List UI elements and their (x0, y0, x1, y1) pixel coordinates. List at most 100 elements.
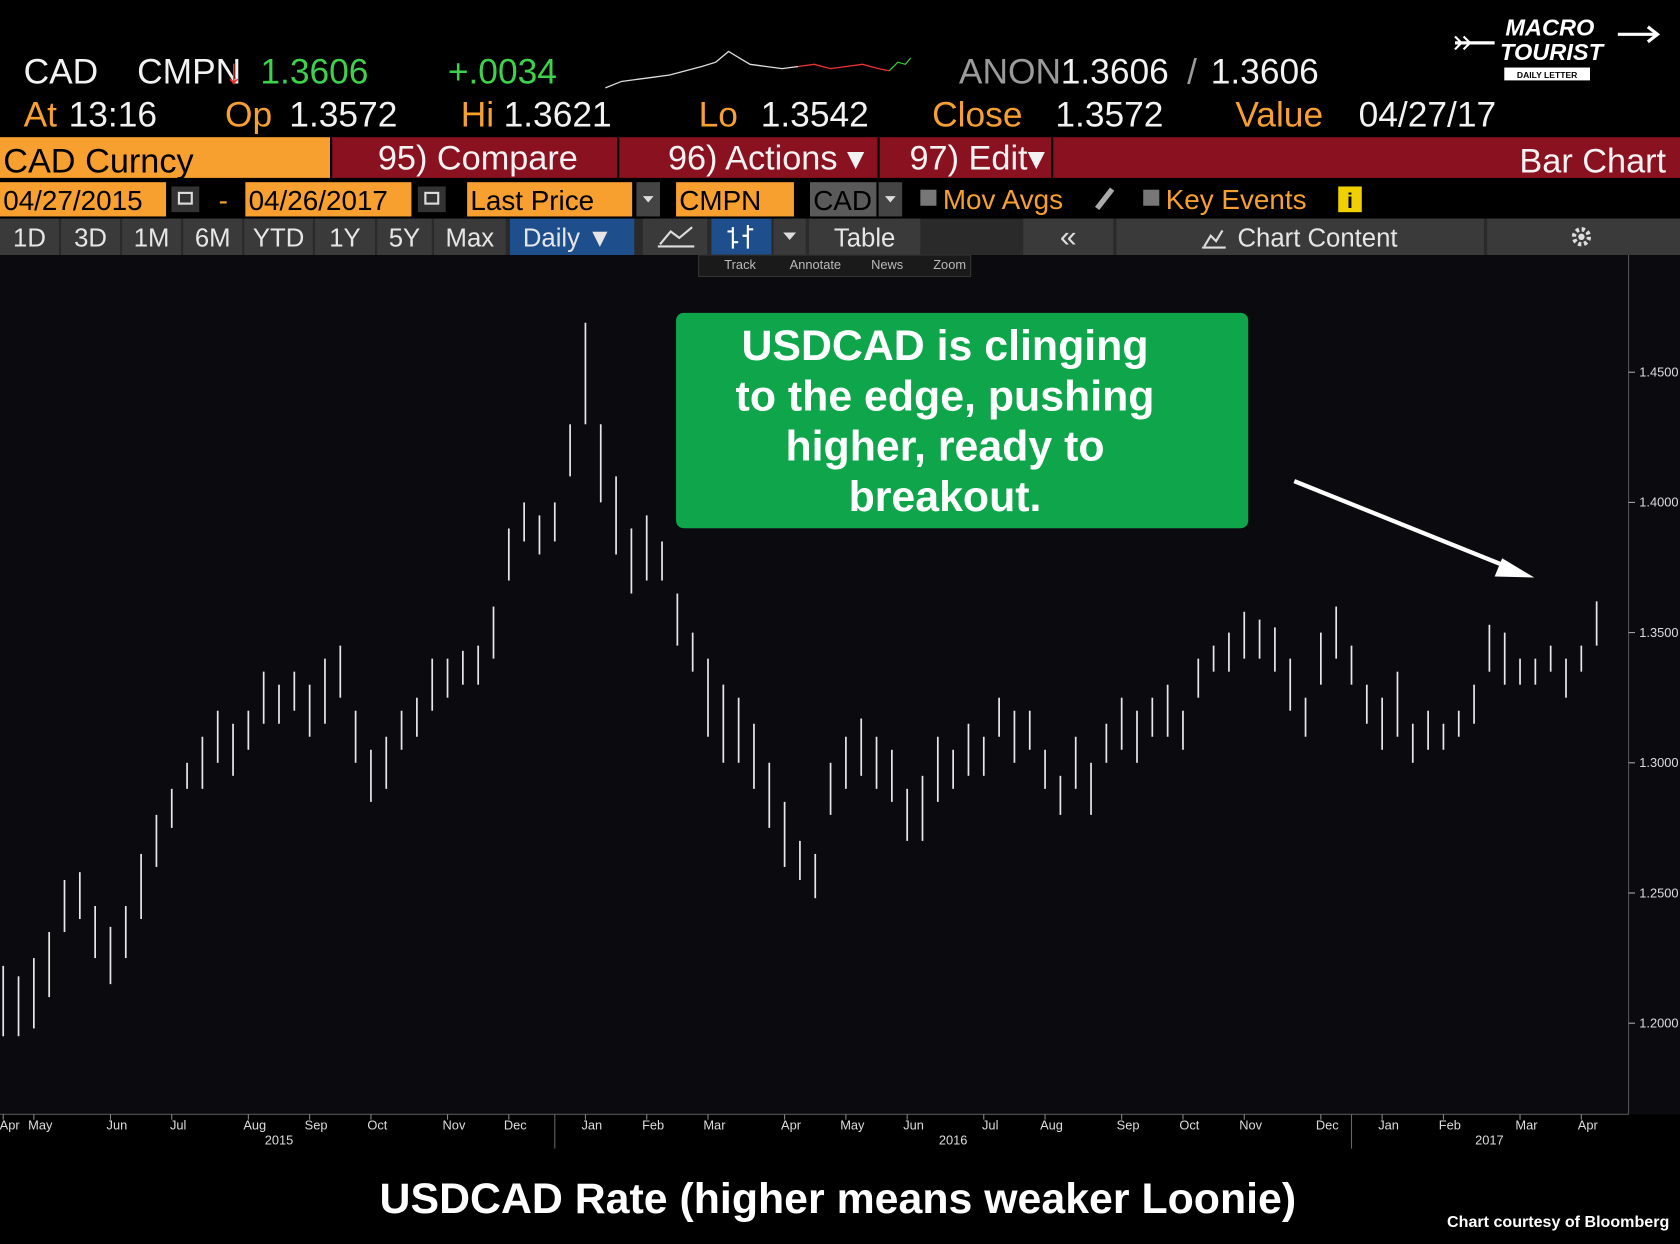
x-tick-label: Oct (1179, 1117, 1199, 1132)
security-box[interactable] (0, 137, 330, 178)
button[interactable] (61, 218, 120, 256)
x-tick-label: Oct (367, 1117, 387, 1132)
chart-tool[interactable]: Track (724, 257, 756, 272)
chart-tool[interactable]: Annotate (790, 257, 841, 272)
net-change: +.0034 (448, 53, 557, 92)
x-tick-label: Jul (170, 1117, 186, 1132)
annotation-text: breakout. (849, 473, 1042, 521)
button[interactable] (808, 218, 921, 256)
input[interactable] (245, 182, 412, 217)
button[interactable] (0, 218, 59, 256)
security[interactable]: CAD Curncy (3, 143, 194, 181)
calendar-icon[interactable] (417, 186, 446, 213)
year-label: 2017 (1475, 1132, 1504, 1147)
logo-text: DAILY LETTER (1517, 70, 1578, 80)
menu-item[interactable]: 95) Compare (378, 139, 578, 177)
field-label: Op (225, 95, 272, 134)
pricing-source: ANON (959, 53, 1061, 92)
checkbox[interactable] (920, 189, 937, 206)
sparkline (798, 63, 890, 72)
button[interactable] (244, 218, 313, 256)
checkbox[interactable] (1143, 189, 1160, 206)
field[interactable]: Last Price (470, 185, 594, 216)
checkbox-label[interactable]: Key Events (1166, 184, 1307, 215)
button[interactable] (433, 218, 506, 256)
period-button[interactable]: Max (446, 224, 495, 252)
menu-item[interactable]: 96) Actions ▾ (668, 139, 864, 177)
button[interactable] (711, 218, 772, 256)
x-tick-label: Dec (1316, 1117, 1339, 1132)
x-tick-label: Jan (1378, 1117, 1399, 1132)
x-tick-label: Apr (781, 1117, 802, 1132)
year-label: 2015 (265, 1132, 294, 1147)
annotation-text: to the edge, pushing (736, 372, 1155, 420)
x-tick-label: Jun (107, 1117, 128, 1132)
period-button[interactable]: 1M (134, 224, 170, 252)
input[interactable] (810, 182, 877, 217)
logo-text: TOURIST (1500, 39, 1606, 65)
x-tick-label: Mar (703, 1117, 726, 1132)
annotation-box (676, 312, 1249, 529)
x-tick-label: Aug (1040, 1117, 1063, 1132)
period-button[interactable]: 3D (74, 224, 107, 252)
year-label: 2016 (939, 1132, 968, 1147)
collapse[interactable]: « (1060, 220, 1077, 253)
button[interactable] (183, 218, 243, 256)
period-button[interactable]: 6M (195, 224, 231, 252)
x-tick-label: Jan (581, 1117, 602, 1132)
input[interactable] (676, 182, 794, 217)
x-tick-label: Feb (1439, 1117, 1461, 1132)
y-tick-label: 1.2500 (1639, 885, 1678, 900)
field-label: Hi (461, 95, 494, 134)
info-text[interactable]: i (1347, 189, 1353, 213)
chart-content[interactable]: Chart Content (1238, 224, 1398, 252)
chart-tool[interactable]: News (871, 257, 903, 272)
start-date[interactable]: 04/27/2015 (3, 185, 142, 216)
sparkline (888, 57, 912, 72)
annotation-text: higher, ready to (785, 423, 1104, 471)
menu-item[interactable]: 97) Edit▾ (909, 139, 1044, 177)
input[interactable] (467, 182, 633, 217)
x-tick-label: May (28, 1117, 53, 1132)
x-tick-label: Apr (1578, 1117, 1599, 1132)
info-icon[interactable] (1338, 186, 1362, 213)
button[interactable] (510, 218, 635, 256)
field-label: Value (1235, 95, 1323, 134)
checkbox-label[interactable]: Mov Avgs (943, 184, 1063, 215)
chart-tool[interactable]: Zoom (933, 257, 966, 272)
button[interactable] (315, 218, 375, 256)
end-date[interactable]: 04/26/2017 (249, 185, 388, 216)
field-label: Lo (699, 95, 738, 134)
y-tick-label: 1.3500 (1639, 625, 1678, 640)
sparkline (605, 50, 799, 89)
period-button[interactable]: 1Y (329, 224, 360, 252)
caption: USDCAD Rate (higher means weaker Loonie) (380, 1175, 1297, 1223)
x-tick-label: Nov (1239, 1117, 1262, 1132)
input[interactable] (0, 182, 167, 217)
button[interactable] (1023, 218, 1114, 256)
field-label: At (24, 95, 58, 134)
button[interactable] (122, 218, 182, 256)
frequency[interactable]: Daily ▼ (523, 224, 613, 252)
y-tick-label: 1.3000 (1639, 755, 1678, 770)
currency[interactable]: CAD (813, 185, 872, 216)
x-tick-label: Nov (443, 1117, 466, 1132)
annotation-text: USDCAD is clinging (741, 322, 1148, 370)
field-label: Close (932, 95, 1022, 134)
credit: Chart courtesy of Bloomberg (1447, 1213, 1669, 1231)
period-button[interactable]: 1D (13, 224, 46, 252)
table-button[interactable]: Table (834, 224, 895, 252)
button[interactable] (377, 218, 432, 256)
menu-bar (332, 137, 1680, 178)
period-button[interactable]: YTD (253, 224, 304, 252)
button[interactable] (642, 218, 708, 256)
calendar-icon[interactable] (171, 186, 200, 213)
source-input[interactable]: CMPN (679, 185, 761, 216)
y-tick-label: 1.4500 (1639, 364, 1678, 379)
button[interactable] (1116, 218, 1484, 256)
dash: - (219, 185, 228, 216)
period-button[interactable]: 5Y (389, 224, 420, 252)
x-tick-label: Sep (305, 1117, 328, 1132)
chart-type[interactable]: Bar Chart (1519, 143, 1666, 181)
pencil-icon[interactable] (1095, 187, 1115, 211)
